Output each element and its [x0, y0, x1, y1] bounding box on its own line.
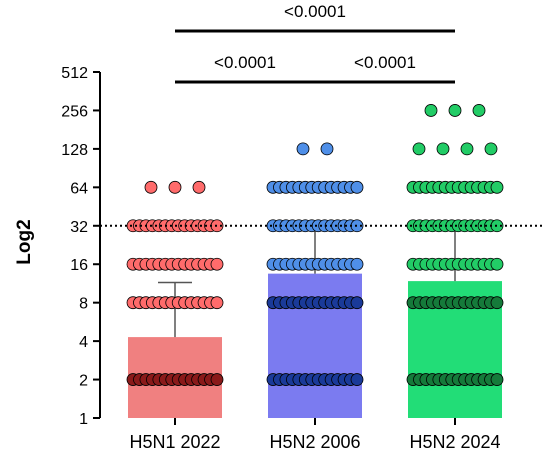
data-point — [448, 104, 462, 117]
data-point — [350, 257, 364, 271]
y-tick-label: 1 — [79, 411, 88, 428]
data-point — [484, 142, 498, 156]
data-point — [210, 373, 224, 386]
p-value-label: <0.0001 — [354, 53, 416, 72]
data-point — [296, 142, 310, 156]
p-value-label: <0.0001 — [214, 53, 276, 72]
x-axis-categories: H5N1 2022 H5N2 2006 H5N2 2024 — [129, 418, 501, 452]
y-tick-label: 128 — [61, 142, 88, 159]
data-point — [424, 104, 438, 117]
significance-brackets: <0.0001 <0.0001 <0.0001 — [175, 2, 455, 84]
data-point — [412, 142, 426, 156]
data-point — [436, 142, 450, 156]
data-point — [490, 373, 504, 386]
data-point — [210, 296, 224, 310]
x-category-label: H5N1 2022 — [129, 432, 220, 452]
bars-layer — [128, 273, 502, 418]
y-tick-label: 256 — [61, 103, 88, 120]
data-point — [210, 257, 224, 271]
y-tick-label: 4 — [79, 334, 88, 351]
data-point — [350, 296, 364, 310]
y-axis-label: Log2 — [14, 219, 35, 264]
data-point — [168, 180, 182, 194]
y-axis: 1 2 4 8 16 32 64 128 256 512 — [61, 65, 101, 428]
data-point — [490, 180, 504, 194]
bar-1 — [268, 273, 362, 418]
data-point — [460, 142, 474, 156]
y-tick-label: 8 — [79, 296, 88, 313]
y-tick-label: 2 — [79, 373, 88, 390]
points-layer — [126, 104, 504, 386]
y-tick-label: 16 — [70, 257, 88, 274]
y-tick-label: 512 — [61, 65, 88, 82]
data-point — [490, 257, 504, 271]
data-point — [144, 180, 158, 194]
y-tick-label: 32 — [70, 219, 88, 236]
data-point — [490, 296, 504, 310]
p-value-label: <0.0001 — [284, 2, 346, 21]
data-point — [192, 180, 206, 194]
data-point — [320, 142, 334, 156]
x-category-label: H5N2 2006 — [269, 432, 360, 452]
x-category-label: H5N2 2024 — [409, 432, 500, 452]
data-point — [472, 104, 486, 117]
y-tick-label: 64 — [70, 180, 88, 197]
data-point — [350, 373, 364, 386]
data-point — [350, 180, 364, 194]
